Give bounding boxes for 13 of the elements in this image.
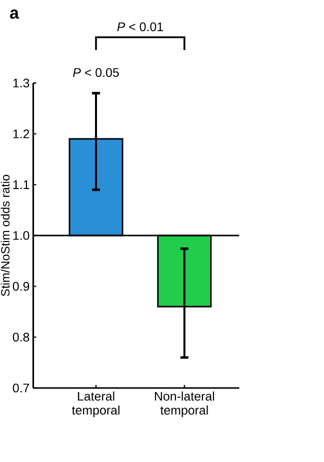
- text: a: [10, 10, 20, 19]
- x-tick-label: Lateral temporal: [72, 392, 120, 418]
- y-tick-label: 1.2: [13, 129, 30, 138]
- y-axis-title: Stim/NoStim odds ratio: [0, 174, 10, 296]
- y-tick-label: 0.9: [12, 282, 30, 291]
- y-tick-label: 0.8: [12, 332, 30, 342]
- y-tick-label: 1.0: [13, 231, 30, 240]
- y-tick-label: 1.1: [13, 180, 30, 189]
- y-tick-label: 1.3: [13, 78, 30, 88]
- y-tick-label: 0.7: [12, 384, 30, 392]
- x-tick-label: Non-lateral temporal: [154, 392, 214, 418]
- text: P < 0.05: [73, 68, 119, 77]
- text: P < 0.01: [117, 22, 163, 32]
